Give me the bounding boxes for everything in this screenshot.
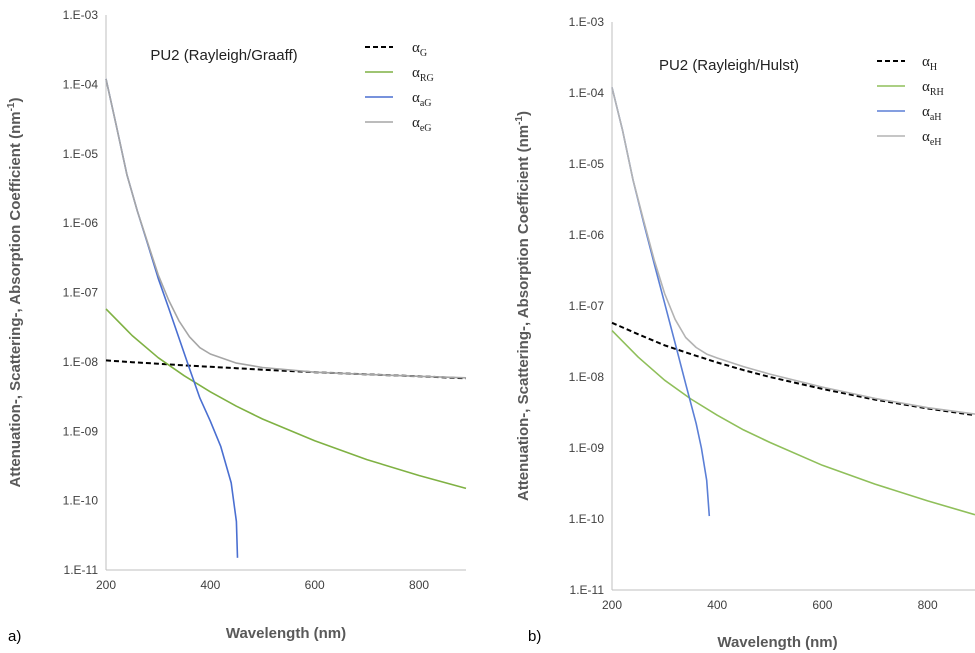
x-tick-label: 200 bbox=[602, 598, 622, 612]
y-tick-label: 1.E-10 bbox=[63, 494, 99, 508]
legend-subscript: aH bbox=[930, 112, 942, 123]
y-tick-label: 1.E-03 bbox=[569, 15, 605, 29]
legend-subscript: RH bbox=[930, 87, 944, 98]
y-axis-title-sup: -1 bbox=[514, 116, 525, 125]
series-line-eG bbox=[105, 78, 467, 379]
legend-symbol: α bbox=[412, 40, 420, 56]
x-tick-label: 600 bbox=[305, 578, 325, 592]
y-tick-label: 1.E-06 bbox=[63, 216, 99, 230]
series-line-eH bbox=[611, 87, 975, 415]
y-tick-label: 1.E-09 bbox=[569, 441, 605, 455]
x-axis-title: Wavelength (nm) bbox=[717, 634, 837, 651]
legend-label-aG: αaG bbox=[412, 90, 432, 109]
y-axis-title-sup: -1 bbox=[6, 102, 17, 111]
y-tick-label: 1.E-08 bbox=[63, 355, 99, 369]
y-axis-title-end: ) bbox=[7, 97, 24, 102]
y-axis-title-end: ) bbox=[515, 111, 532, 116]
legend-symbol: α bbox=[922, 129, 930, 145]
legend-subscript: H bbox=[930, 62, 937, 73]
y-tick-label: 1.E-08 bbox=[569, 370, 605, 384]
y-tick-label: 1.E-07 bbox=[569, 299, 605, 313]
x-tick-label: 400 bbox=[707, 598, 727, 612]
y-tick-label: 1.E-03 bbox=[63, 8, 99, 22]
legend-label-eH: αeH bbox=[922, 129, 942, 148]
legend-symbol: α bbox=[412, 65, 420, 81]
panel-label: b) bbox=[528, 628, 541, 645]
legend-label-G: αG bbox=[412, 40, 427, 59]
legend-symbol: α bbox=[922, 54, 930, 70]
y-axis-title-main: Attenuation-, Scattering-, Absorption Co… bbox=[7, 111, 24, 487]
x-tick-label: 800 bbox=[409, 578, 429, 592]
y-tick-label: 1.E-05 bbox=[569, 157, 605, 171]
series-line-H bbox=[611, 321, 975, 417]
series-line-aG bbox=[105, 78, 239, 558]
legend-subscript: eG bbox=[420, 123, 432, 134]
y-axis-title: Attenuation-, Scattering-, Absorption Co… bbox=[514, 111, 532, 501]
x-tick-label: 400 bbox=[200, 578, 220, 592]
x-tick-label: 200 bbox=[96, 578, 116, 592]
legend-symbol: α bbox=[412, 115, 420, 131]
y-axis-title-main: Attenuation-, Scattering-, Absorption Co… bbox=[515, 125, 532, 501]
x-tick-label: 600 bbox=[812, 598, 832, 612]
legend-subscript: eH bbox=[930, 137, 942, 148]
y-tick-label: 1.E-11 bbox=[570, 583, 605, 597]
legend-label-H: αH bbox=[922, 54, 937, 73]
y-tick-label: 1.E-06 bbox=[569, 228, 605, 242]
legend-symbol: α bbox=[922, 104, 930, 120]
x-tick-label: 800 bbox=[918, 598, 938, 612]
y-tick-label: 1.E-10 bbox=[569, 512, 605, 526]
legend-symbol: α bbox=[412, 90, 420, 106]
chart-panel-a: 1.E-11 1.E-10 1.E-09 1.E-08 1.E-07 1.E-06 1.E-… bbox=[6, 8, 467, 645]
legend-label-eG: αeG bbox=[412, 115, 432, 134]
series-line-RG bbox=[105, 308, 467, 490]
x-axis-title: Wavelength (nm) bbox=[226, 625, 346, 642]
chart-title: PU2 (Rayleigh/Graaff) bbox=[150, 47, 297, 64]
y-tick-label: 1.E-05 bbox=[63, 147, 99, 161]
y-axis-title: Attenuation-, Scattering-, Absorption Co… bbox=[6, 97, 24, 487]
y-tick-label: 1.E-11 bbox=[64, 563, 99, 577]
legend-subscript: RG bbox=[420, 73, 434, 84]
legend-label-aH: αaH bbox=[922, 104, 942, 123]
legend-label-RH: αRH bbox=[922, 79, 944, 98]
y-tick-label: 1.E-04 bbox=[63, 77, 99, 91]
y-tick-label: 1.E-07 bbox=[63, 286, 99, 300]
series-line-G bbox=[105, 359, 467, 380]
chart-panel-b: 1.E-11 1.E-10 1.E-09 1.E-08 1.E-07 1.E-06 1.E-… bbox=[514, 15, 975, 651]
y-tick-label: 1.E-04 bbox=[569, 86, 605, 100]
series-line-RH bbox=[611, 330, 975, 516]
legend-symbol: α bbox=[922, 79, 930, 95]
chart-title: PU2 (Rayleigh/Hulst) bbox=[659, 57, 799, 74]
legend-label-RG: αRG bbox=[412, 65, 434, 84]
legend-subscript: G bbox=[420, 48, 427, 59]
panel-label: a) bbox=[8, 628, 21, 645]
y-tick-label: 1.E-09 bbox=[63, 424, 99, 438]
legend-subscript: aG bbox=[420, 98, 432, 109]
